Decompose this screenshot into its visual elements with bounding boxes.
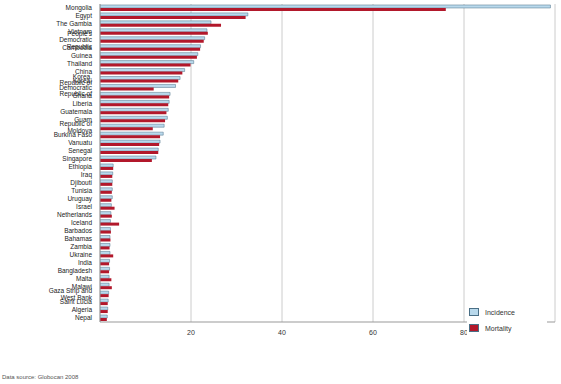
svg-text:Ukraine: Ukraine <box>70 251 93 258</box>
svg-text:Uruguay: Uruguay <box>67 195 92 203</box>
svg-text:Israel: Israel <box>76 203 92 210</box>
svg-text:Liberia: Liberia <box>72 100 92 107</box>
svg-text:Burkina Faso: Burkina Faso <box>54 131 93 138</box>
svg-text:India: India <box>78 259 92 266</box>
svg-text:Bahamas: Bahamas <box>65 235 93 242</box>
svg-text:Tunisia: Tunisia <box>71 187 92 194</box>
svg-text:Zambia: Zambia <box>70 243 92 250</box>
svg-text:Djibouti: Djibouti <box>70 179 92 187</box>
svg-text:20: 20 <box>187 329 195 336</box>
svg-text:Malta: Malta <box>76 275 92 282</box>
svg-text:Barbados: Barbados <box>64 227 93 234</box>
svg-text:Guatemala: Guatemala <box>60 108 92 115</box>
svg-text:Singapore: Singapore <box>62 155 92 163</box>
svg-text:60: 60 <box>369 329 377 336</box>
svg-text:Netherlands: Netherlands <box>57 211 93 218</box>
svg-text:Cambodia: Cambodia <box>62 44 92 51</box>
svg-text:Vanuatu: Vanuatu <box>68 139 92 146</box>
svg-text:Saint Lucia: Saint Lucia <box>60 298 93 305</box>
svg-text:Bangladesh: Bangladesh <box>58 267 93 275</box>
svg-text:Korea,DemocraticRepublic of: Korea,DemocraticRepublic of <box>59 77 93 98</box>
svg-text:Senegal: Senegal <box>68 147 92 155</box>
svg-text:Ethiopia: Ethiopia <box>69 163 93 171</box>
svg-text:Mongolia: Mongolia <box>66 4 93 12</box>
svg-text:Iraq: Iraq <box>81 171 93 179</box>
svg-text:Thailand: Thailand <box>67 60 92 67</box>
svg-text:40: 40 <box>278 329 286 336</box>
svg-text:Ghana: Ghana <box>72 92 92 99</box>
svg-text:The Gambia: The Gambia <box>56 20 92 27</box>
svg-text:Iceland: Iceland <box>71 219 92 226</box>
svg-text:Nepal: Nepal <box>75 314 93 322</box>
svg-text:80: 80 <box>460 329 468 336</box>
svg-text:People'sDemocraticRepublic: People'sDemocraticRepublic <box>59 30 93 51</box>
svg-text:Egypt: Egypt <box>75 12 92 20</box>
svg-text:Algeria: Algeria <box>72 306 93 314</box>
svg-text:Guinea: Guinea <box>71 52 92 59</box>
